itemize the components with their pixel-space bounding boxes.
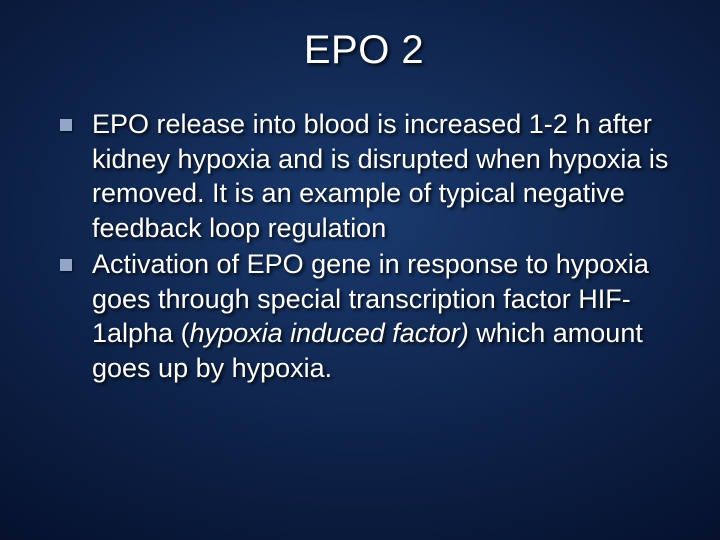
bullet-text: EPO release into blood is increased 1-2 … [92,109,668,243]
bullet-text-italic: hypoxia induced factor) [190,318,469,348]
bullet-list: EPO release into blood is increased 1-2 … [56,107,672,385]
slide-title: EPO 2 [56,28,672,73]
bullet-item: Activation of EPO gene in response to hy… [56,247,672,385]
bullet-item: EPO release into blood is increased 1-2 … [56,107,672,245]
slide-container: EPO 2 EPO release into blood is increase… [0,0,720,540]
